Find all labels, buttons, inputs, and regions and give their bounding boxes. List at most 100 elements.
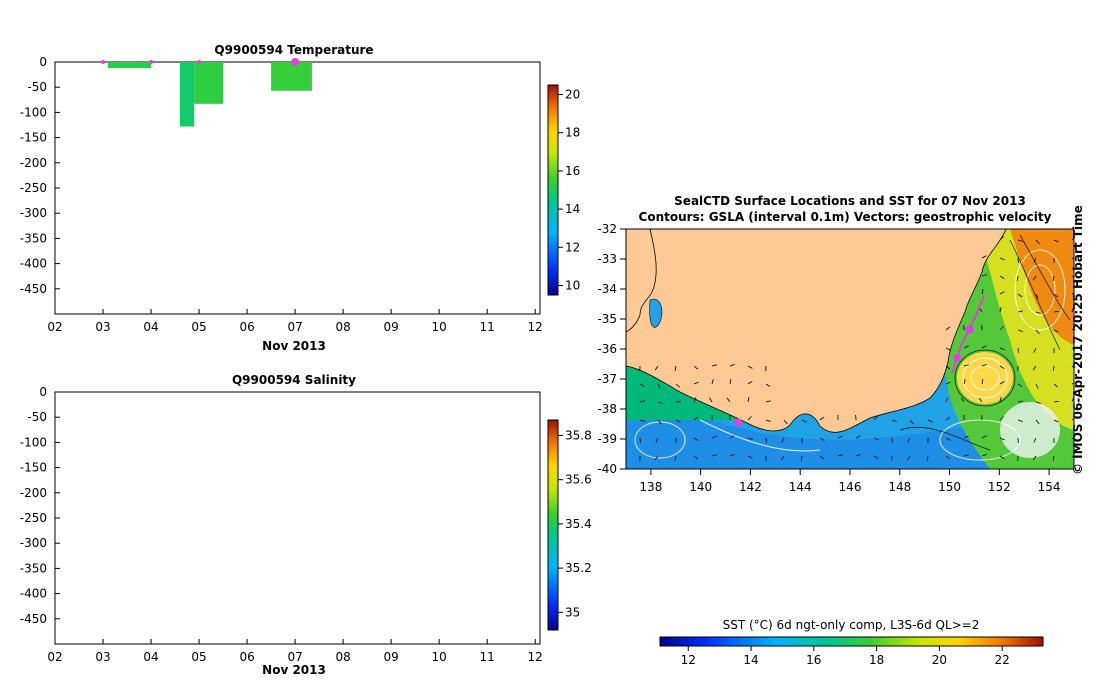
velocity-vector — [747, 397, 750, 403]
gsla-contours — [634, 249, 1066, 461]
velocity-vector — [729, 379, 732, 385]
velocity-vector — [1032, 365, 1037, 371]
velocity-vector — [960, 397, 965, 403]
velocity-vector — [675, 419, 681, 423]
y-tick-label: -50 — [27, 410, 47, 424]
velocity-vector — [801, 419, 807, 423]
x-tick-label: 09 — [383, 320, 398, 334]
temperature-profile-bar — [271, 62, 312, 91]
lon-tick-label: 146 — [839, 480, 862, 494]
velocity-vector — [1053, 310, 1060, 313]
y-tick-label: -200 — [20, 486, 47, 500]
sst-cool-south — [626, 385, 1074, 469]
temperature-profile-bar — [107, 62, 152, 69]
velocity-vector — [999, 416, 1004, 421]
x-tick-label: 02 — [47, 320, 62, 334]
velocity-vector — [1053, 239, 1059, 243]
velocity-vector — [1053, 383, 1059, 388]
velocity-vector — [963, 379, 966, 385]
lat-tick-label: -35 — [597, 312, 617, 326]
lat-tick-label: -32 — [597, 222, 617, 236]
lon-tick-label: 148 — [888, 480, 911, 494]
y-tick-label: -150 — [20, 131, 47, 145]
velocity-vector — [981, 345, 987, 349]
velocity-vector — [1017, 419, 1023, 423]
x-tick-label: 10 — [432, 320, 447, 334]
velocity-vector — [639, 383, 645, 387]
sst-colorbar-label: SST (°C) 6d ngt-only comp, L3S-6d QL>=2 — [723, 618, 980, 632]
velocity-vector — [729, 435, 735, 439]
temperature-xlabel: Nov 2013 — [262, 339, 326, 353]
velocity-vector — [999, 291, 1005, 295]
velocity-vector — [1071, 455, 1074, 458]
colorbar-tick-label: 35 — [565, 605, 580, 619]
x-tick-label: 09 — [383, 650, 398, 664]
velocity-vector — [999, 236, 1004, 241]
velocity-vector — [654, 365, 659, 371]
velocity-vector — [981, 364, 987, 367]
velocity-vector — [693, 455, 699, 460]
velocity-vector — [945, 347, 951, 351]
colorbar-tick-label: 14 — [565, 202, 580, 216]
colorbar-tick-label: 35.2 — [565, 561, 592, 575]
salinity-x-axis: 02 03 04 05 06 07 08 09 10 11 12 — [47, 639, 543, 664]
velocity-vector — [1071, 275, 1074, 278]
seal-location-marker — [965, 325, 974, 334]
velocity-vector — [819, 455, 825, 460]
y-tick-label: -450 — [20, 612, 47, 626]
salinity-xlabel: Nov 2013 — [262, 663, 326, 677]
map-lat-axis: -32 -33 -34 -35 -36 -37 -38 -39 -40 — [597, 222, 626, 476]
velocity-vector — [1017, 329, 1023, 332]
colorbar-tick-label: 18 — [565, 126, 580, 140]
velocity-vector — [693, 416, 699, 421]
velocity-vector — [1035, 329, 1040, 335]
sst-colorbar-tick-label: 20 — [932, 653, 947, 667]
velocity-vector — [999, 326, 1004, 331]
gsla-contours-dark — [899, 234, 1071, 451]
velocity-vector — [765, 383, 771, 387]
lat-tick-label: -39 — [597, 432, 617, 446]
velocity-vector — [655, 437, 659, 443]
colorbar-tick-label: 35.4 — [565, 517, 592, 531]
velocity-vector — [1033, 437, 1037, 443]
temperature-plot-area — [54, 61, 541, 315]
velocity-vector — [693, 365, 699, 370]
velocity-vector — [765, 437, 767, 444]
velocity-vector — [1053, 400, 1060, 403]
lon-tick-label: 150 — [938, 480, 961, 494]
x-tick-label: 03 — [95, 320, 110, 334]
velocity-vector — [693, 397, 697, 403]
velocity-vector — [891, 419, 897, 422]
velocity-vector — [1033, 347, 1037, 353]
sst-colorbar-tick-label: 22 — [995, 653, 1010, 667]
velocity-vector — [819, 416, 825, 421]
sst-colorbar-tick-label: 12 — [681, 653, 696, 667]
velocity-vector — [1071, 382, 1074, 385]
seal-location-marker — [953, 354, 962, 362]
lon-tick-label: 138 — [639, 480, 662, 494]
eyre-peninsula — [626, 229, 657, 333]
temperature-y-axis: 0 -50 -100 -150 -200 -250 -300 -350 -400 -450 — [20, 55, 60, 296]
velocity-vector — [1035, 239, 1040, 244]
salinity-colorbar — [547, 419, 559, 631]
velocity-vector — [873, 455, 879, 459]
x-tick-label: 07 — [287, 320, 302, 334]
velocity-vector — [1052, 365, 1055, 372]
velocity-vector — [963, 435, 969, 439]
temperature-surface-markers — [101, 58, 300, 66]
velocity-vector — [1017, 293, 1023, 298]
velocity-vector — [674, 365, 677, 371]
y-tick-label: -400 — [20, 587, 47, 601]
velocity-vector — [945, 437, 951, 441]
velocity-vector — [855, 435, 861, 439]
velocity-vector — [1052, 455, 1055, 462]
temperature-profiles — [107, 62, 312, 127]
velocity-vector — [909, 419, 914, 425]
velocity-vector — [654, 455, 659, 461]
velocity-vector — [926, 455, 929, 461]
velocity-vector — [693, 437, 699, 441]
y-tick-label: -350 — [20, 561, 47, 575]
x-tick-label: 03 — [95, 650, 110, 664]
lon-tick-label: 154 — [1038, 480, 1061, 494]
velocity-vector — [726, 397, 731, 403]
